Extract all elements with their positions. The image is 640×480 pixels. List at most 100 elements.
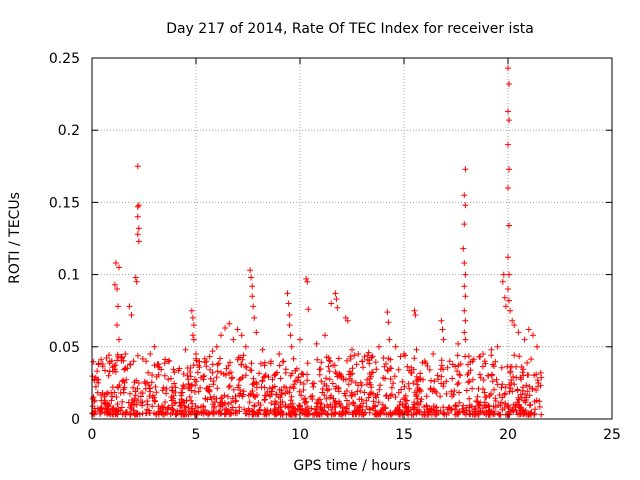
data-point [269,376,276,383]
data-point [250,375,257,382]
axis-ticks [91,57,613,420]
data-point [127,390,133,397]
y-tick-label: 0.15 [49,195,80,211]
data-point [318,411,325,418]
data-point [526,383,533,390]
data-point [516,353,523,360]
data-point [496,411,503,418]
data-point [514,386,521,393]
data-point [352,379,359,386]
data-point [298,370,305,377]
data-point [202,407,208,414]
data-point [538,411,545,418]
data-point [296,388,303,395]
data-point [300,381,307,387]
data-point [401,383,408,390]
data-point [423,393,430,400]
data-point [385,319,392,326]
data-point [370,398,377,405]
data-point [383,392,390,399]
data-point [98,404,105,411]
data-point [207,366,213,373]
data-point [428,377,434,384]
data-point [174,407,181,414]
data-point [286,389,293,396]
data-point [466,395,473,402]
data-point [318,359,325,366]
data-point [484,372,491,379]
data-point [358,396,365,403]
data-point [395,366,402,373]
data-point [241,406,248,413]
data-point [249,381,256,388]
data-point [240,391,247,398]
data-point [528,356,535,363]
data-point [467,367,474,374]
data-point [498,364,505,371]
data-point [327,394,333,401]
data-point [318,400,325,407]
data-point [268,388,275,395]
data-point [133,377,140,384]
data-point [462,336,469,343]
data-point [144,401,151,408]
data-point [410,380,417,387]
data-point [261,411,268,418]
data-point [506,166,512,173]
data-point [438,357,445,364]
data-point [505,402,512,409]
data-point [510,408,517,415]
data-point [397,353,404,360]
data-point [298,392,305,399]
data-point [184,365,191,371]
data-point [130,384,137,391]
data-point [476,353,483,360]
data-point [240,352,247,359]
data-point [95,360,102,367]
data-point [461,307,468,314]
data-point [287,372,294,379]
data-point [184,372,191,379]
data-point [414,381,421,388]
data-point [398,409,405,416]
data-point [505,286,511,292]
data-point [471,411,478,418]
chart-title: Day 217 of 2014, Rate Of TEC Index for r… [166,21,534,37]
data-point [443,411,450,418]
data-point [227,359,233,366]
data-point [361,389,368,396]
data-point [235,354,242,361]
data-point [161,360,168,367]
data-point [193,351,199,357]
data-point [234,326,241,333]
data-point [159,409,166,416]
data-point [479,363,486,370]
data-point [476,401,483,408]
x-tick-label: 15 [395,427,413,443]
data-point [296,407,303,414]
data-point [139,355,146,362]
data-point [158,403,165,410]
data-point [284,290,291,297]
data-point [133,401,140,408]
data-point [390,380,397,387]
data-point [144,406,150,413]
data-point [236,404,243,411]
data-point [505,108,511,115]
data-point [361,353,368,360]
data-point [229,374,236,381]
data-point [323,354,330,361]
data-point [167,411,174,418]
data-point [355,351,362,357]
data-point [382,404,389,411]
data-point [461,260,468,266]
data-point [304,360,311,367]
data-point [346,401,352,408]
data-point [105,389,111,396]
data-point [261,359,268,366]
data-point [411,399,418,406]
data-point [282,403,289,410]
data-point [135,397,142,404]
data-point [413,393,420,400]
data-point [506,81,512,87]
